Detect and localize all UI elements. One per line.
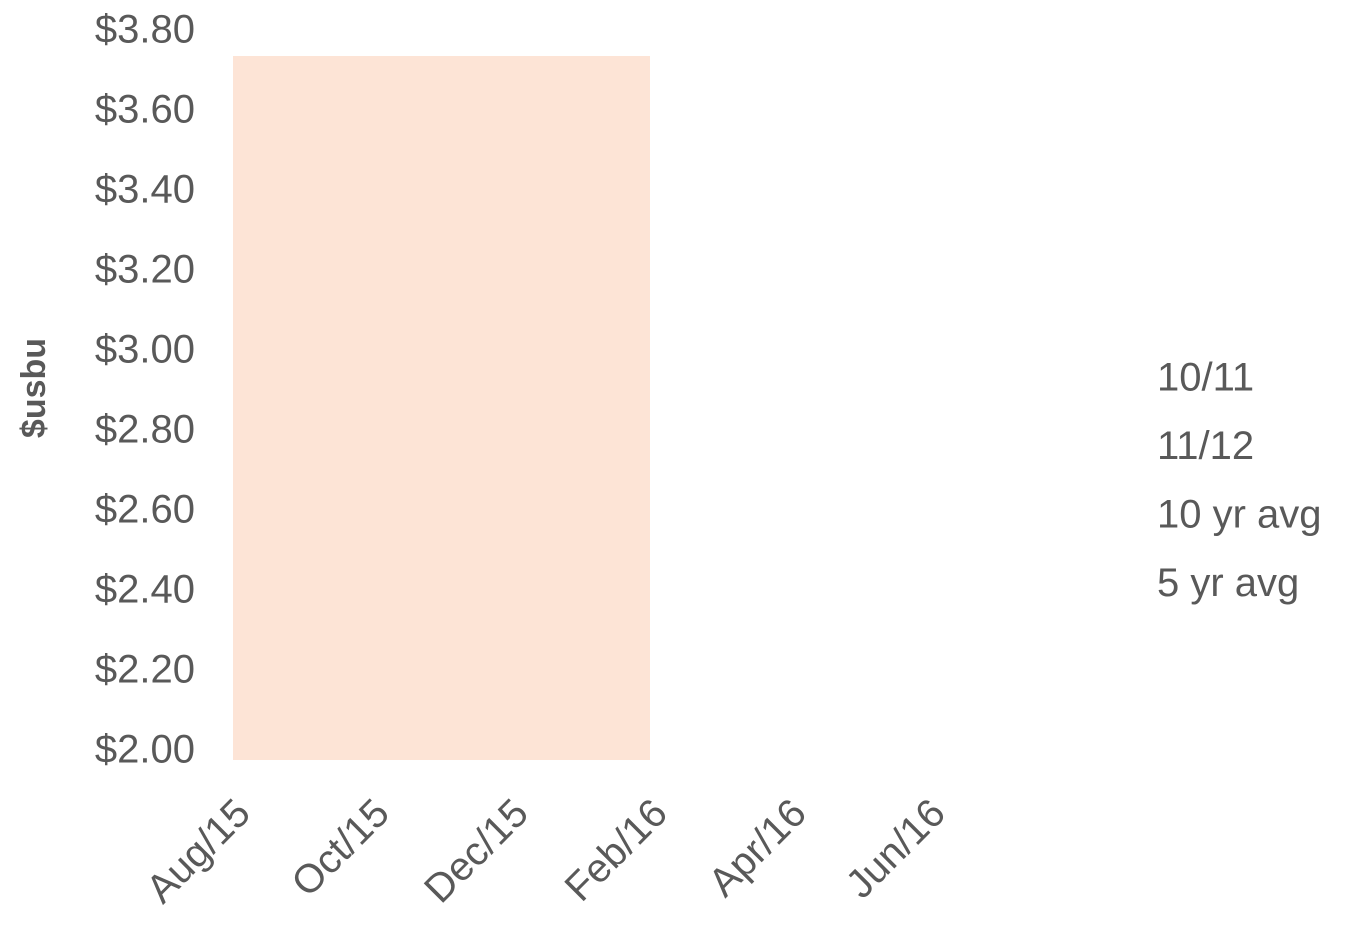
x-tick-label: Aug/15 xyxy=(138,791,259,912)
y-tick-label: $2.80 xyxy=(95,408,195,452)
x-tick-label: Feb/16 xyxy=(557,791,676,910)
y-tick-label: $3.40 xyxy=(95,168,195,212)
y-tick-label: $2.00 xyxy=(95,728,195,772)
legend-label: 11/12 xyxy=(1157,424,1254,468)
x-tick-label: Apr/16 xyxy=(700,791,814,905)
legend-label: 10 yr avg xyxy=(1157,493,1322,537)
x-tick-label: Oct/15 xyxy=(283,791,397,905)
y-tick-label: $3.60 xyxy=(95,88,195,132)
shaded-region xyxy=(233,56,650,760)
x-tick-label: Dec/15 xyxy=(416,791,537,912)
y-tick-label: $3.20 xyxy=(95,248,195,292)
legend-label: 5 yr avg xyxy=(1157,561,1299,605)
y-tick-label: $2.60 xyxy=(95,488,195,532)
legend-label: 10/11 xyxy=(1157,356,1254,400)
y-tick-label: $2.40 xyxy=(95,568,195,612)
y-axis-label: $usbu xyxy=(15,338,53,438)
y-tick-label: $2.20 xyxy=(95,648,195,692)
y-tick-label: $3.00 xyxy=(95,328,195,372)
y-tick-label: $3.80 xyxy=(95,8,195,52)
x-tick-label: Jun/16 xyxy=(838,791,954,907)
